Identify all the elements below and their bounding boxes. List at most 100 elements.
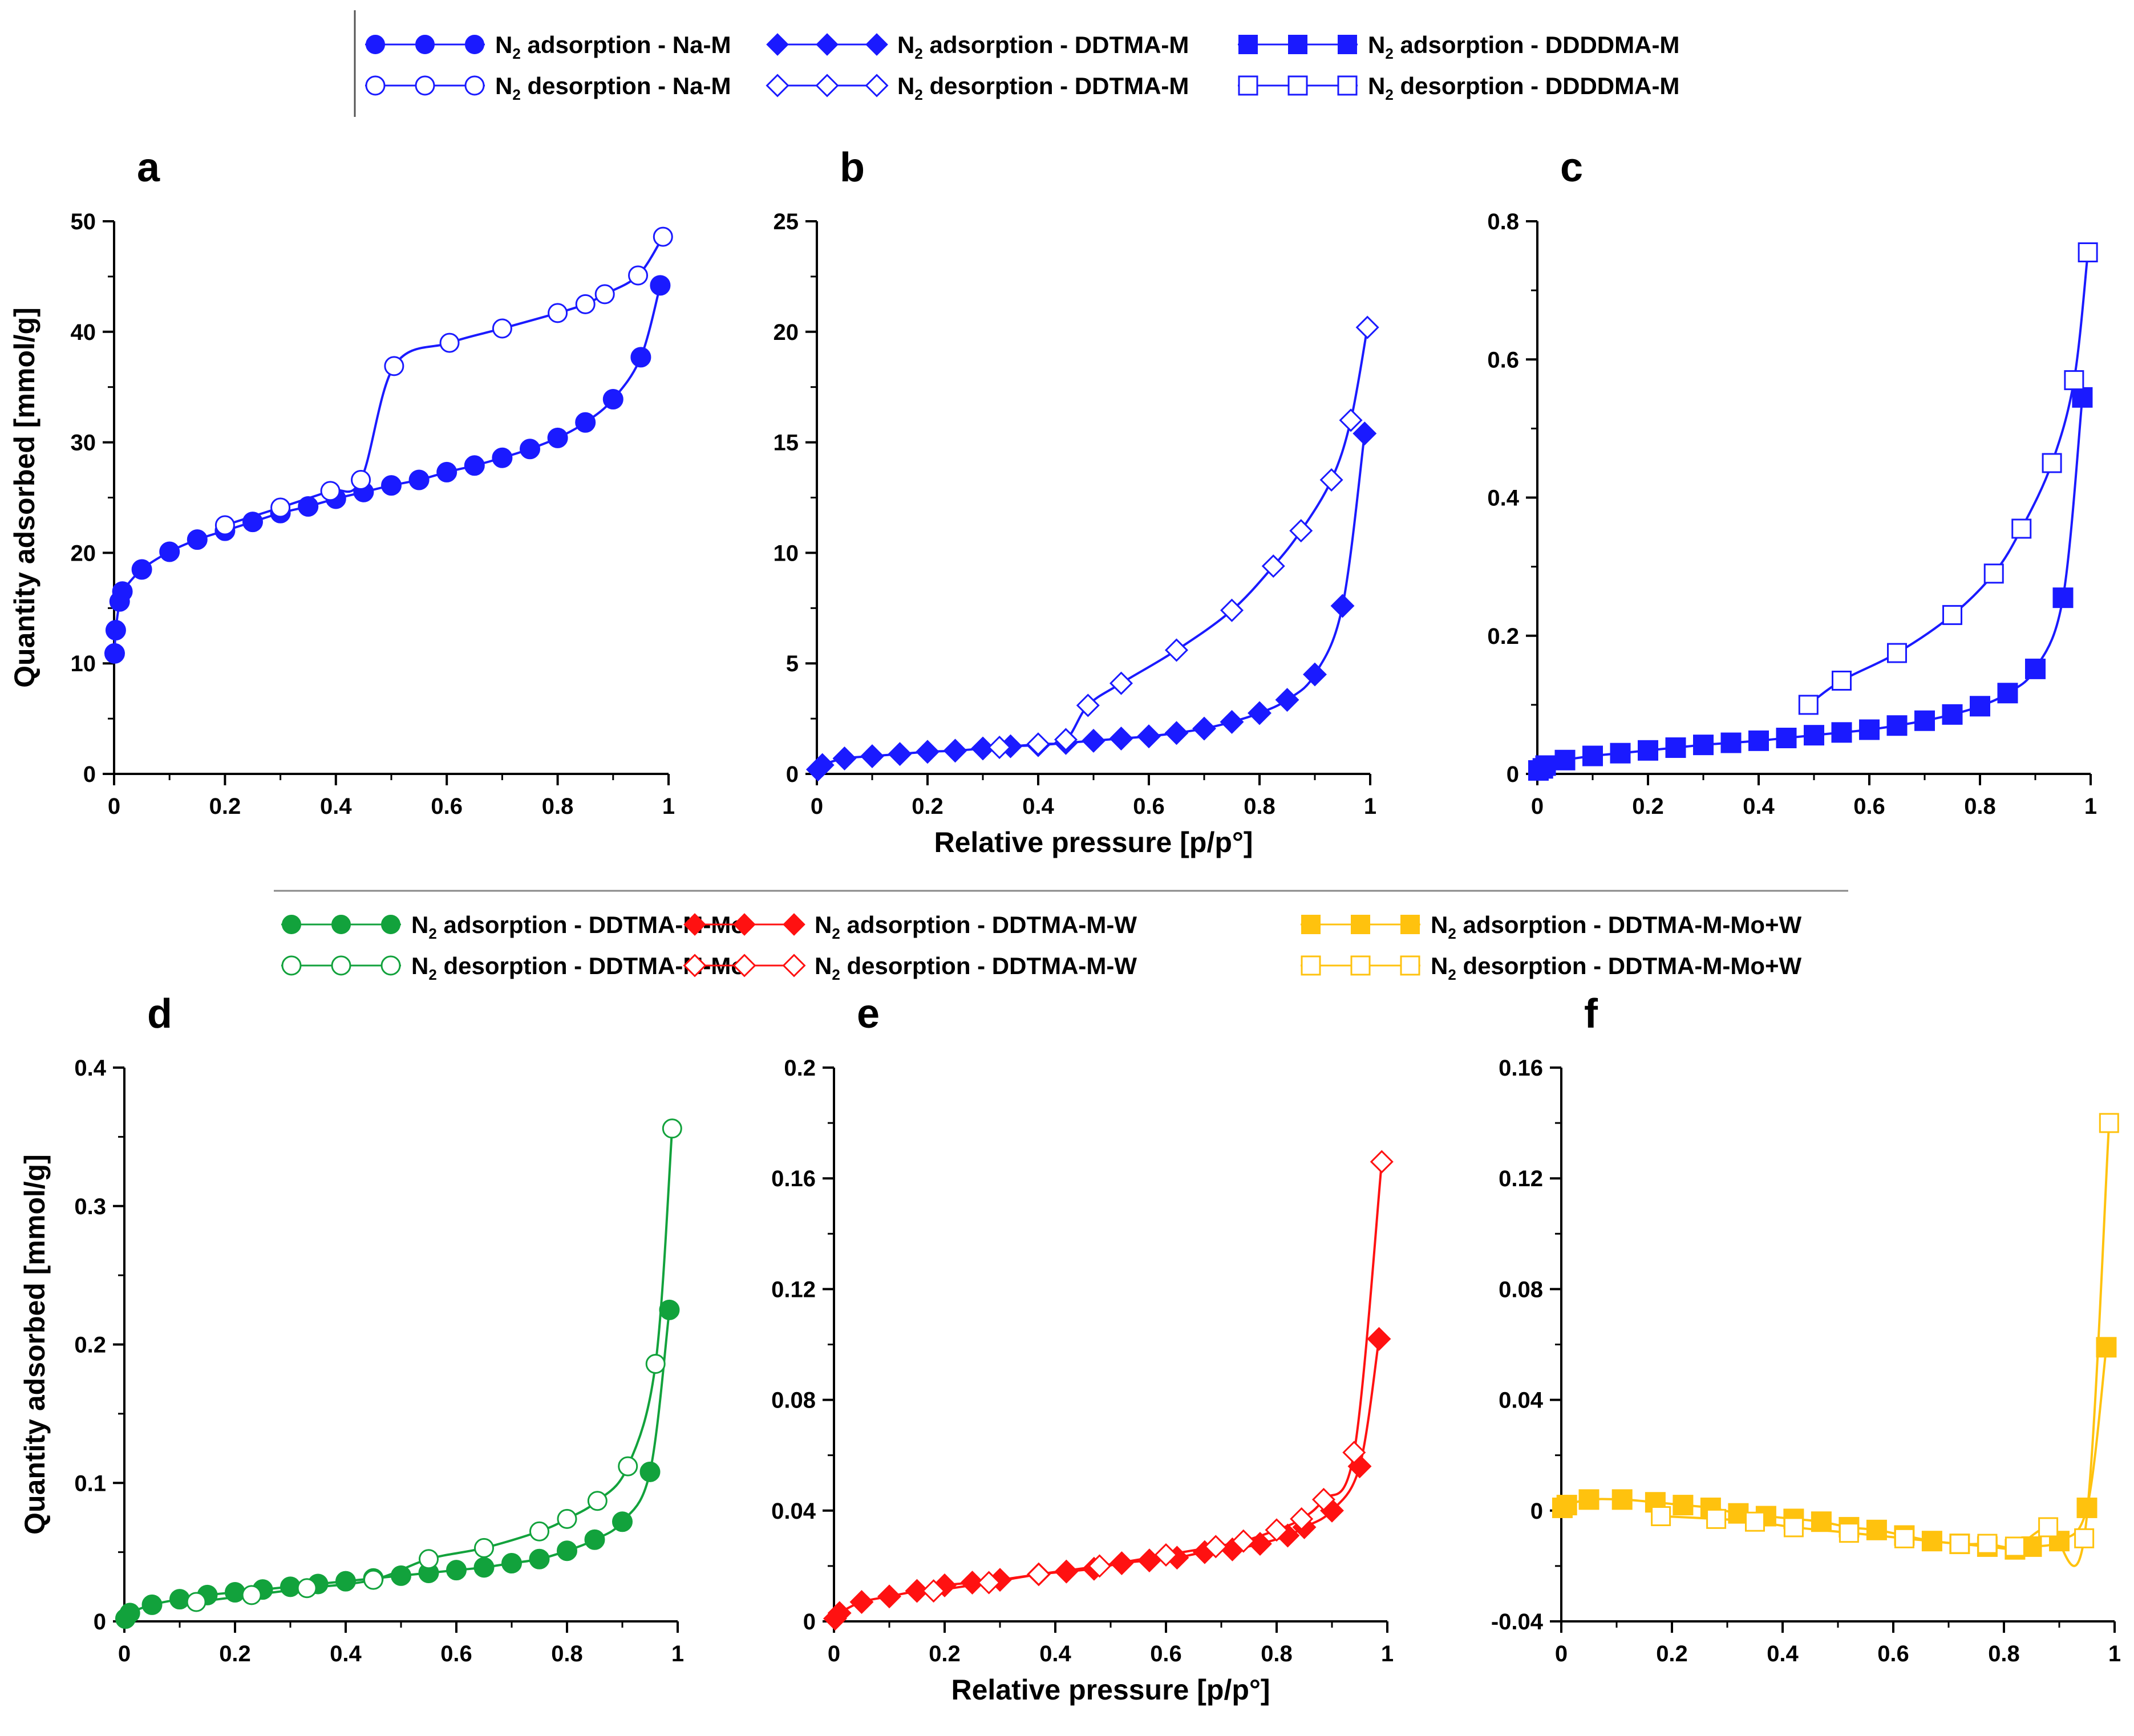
data-point — [1164, 638, 1189, 662]
data-point — [169, 1589, 190, 1610]
legend-marker — [865, 74, 889, 98]
legend-marker — [1337, 75, 1358, 96]
data-point — [1355, 315, 1379, 339]
x-tick-label: 0.4 — [330, 1641, 362, 1666]
legend-entry-mo_des: N2 desorption - DDTMA-M-Mo — [281, 952, 746, 983]
x-tick-label: 0.4 — [1022, 794, 1054, 819]
desorption-series-a — [214, 226, 673, 536]
data-point — [2064, 370, 2084, 391]
data-point — [112, 581, 133, 602]
data-point — [2099, 1113, 2119, 1133]
x-axis-title: Relative pressure [p/p°] — [934, 826, 1253, 858]
legend-entry-ddddma_des: N2 desorption - DDDDMA-M — [1238, 72, 1679, 103]
legend-marker — [1301, 915, 1321, 934]
y-tick-label: 20 — [71, 541, 96, 566]
data-point — [2072, 387, 2093, 408]
legend-marker — [1287, 75, 1308, 96]
data-point — [1720, 732, 1742, 753]
y-axis-title: Quantity adsorbed [mmol/g] — [9, 307, 41, 688]
legend-label: N2 adsorption - DDTMA-M-Mo+W — [1431, 911, 1802, 942]
legend-marker — [815, 74, 839, 98]
legend-marker — [733, 913, 756, 936]
legend-entry-na_des: N2 desorption - Na-M — [365, 72, 731, 103]
data-point — [1894, 1528, 1914, 1548]
y-tick-label: 5 — [786, 651, 799, 676]
legend-entry-mow_ads: N2 adsorption - DDTMA-M-Mo+W — [1301, 911, 1802, 942]
y-tick-label: 0.08 — [771, 1388, 816, 1413]
data-point — [1776, 728, 1797, 749]
data-point — [1651, 1506, 1671, 1527]
legend-entry-na_ads: N2 adsorption - Na-M — [365, 31, 731, 62]
legend-bottom: N2 adsorption - DDTMA-M-Mo N2 adsorption … — [281, 911, 1802, 983]
data-point — [1949, 1534, 1970, 1554]
data-point — [298, 496, 319, 517]
x-tick-label: 0.2 — [929, 1641, 961, 1666]
x-tick-label: 0.8 — [1244, 794, 1275, 819]
data-point — [1942, 704, 1963, 725]
legend-marker — [1301, 955, 1321, 976]
legend-label: N2 desorption - Na-M — [495, 72, 731, 103]
data-point — [131, 559, 152, 580]
data-point — [987, 735, 1011, 760]
y-tick-label: 30 — [71, 431, 96, 456]
y-tick-label: 40 — [71, 320, 96, 345]
legend-marker — [365, 75, 386, 96]
data-point — [977, 1571, 1001, 1595]
panel-letter: d — [147, 991, 172, 1037]
data-point — [1977, 1534, 1998, 1554]
data-point — [1535, 755, 1556, 776]
x-tick-label: 0 — [828, 1641, 840, 1666]
data-point — [1330, 594, 1355, 618]
data-point — [1164, 721, 1189, 745]
data-point — [381, 475, 402, 496]
legend-marker — [465, 35, 484, 54]
data-point — [557, 1540, 577, 1561]
data-point — [1319, 468, 1343, 492]
y-tick-label: 0 — [803, 1609, 816, 1634]
data-point — [1220, 598, 1244, 622]
data-point — [1137, 724, 1161, 749]
legend-marker — [415, 35, 435, 54]
legend-entry-w_des: N2 desorption - DDTMA-M-W — [683, 952, 1137, 983]
data-point — [1582, 745, 1603, 766]
data-point — [1261, 554, 1285, 578]
data-point — [1745, 1511, 1765, 1532]
desorption-series-b — [987, 315, 1379, 760]
series-line — [999, 327, 1369, 749]
x-tick-label: 0.6 — [1853, 794, 1885, 819]
data-point — [1997, 683, 2018, 704]
data-point — [419, 1549, 439, 1569]
desorption-series-c — [1798, 242, 2098, 715]
x-tick-label: 1 — [1381, 1641, 1394, 1666]
data-point — [877, 1584, 901, 1609]
data-point — [1204, 1535, 1228, 1559]
data-point — [159, 541, 180, 562]
data-point — [960, 1571, 985, 1595]
data-point — [1220, 709, 1244, 734]
x-tick-label: 0.8 — [551, 1641, 583, 1666]
y-tick-label: 0.04 — [1499, 1388, 1544, 1413]
y-tick-label: 0.2 — [784, 1056, 816, 1081]
legend-label: N2 desorption - DDTMA-M-W — [815, 952, 1137, 983]
data-point — [1783, 1517, 1804, 1538]
data-point — [1914, 710, 1935, 731]
y-tick-label: 0.3 — [74, 1194, 106, 1219]
data-point — [520, 439, 540, 460]
y-tick-label: 0 — [786, 762, 799, 787]
legend-label: N2 adsorption - DDDDMA-M — [1368, 31, 1679, 62]
data-point — [905, 1579, 929, 1603]
data-point — [214, 515, 235, 536]
data-point — [849, 1590, 874, 1614]
data-point — [1886, 715, 1908, 736]
legend-marker — [1351, 915, 1370, 934]
legend-marker — [683, 954, 707, 977]
y-tick-label: -0.04 — [1491, 1609, 1544, 1634]
legend-entry-ddtma_des: N2 desorption - DDTMA-M — [766, 72, 1189, 103]
data-point — [659, 1299, 680, 1320]
series-line — [834, 1338, 1380, 1620]
x-tick-label: 0.4 — [1039, 1641, 1071, 1666]
data-point — [662, 1118, 682, 1139]
data-point — [104, 643, 125, 664]
desorption-series-f — [1651, 1113, 2119, 1567]
